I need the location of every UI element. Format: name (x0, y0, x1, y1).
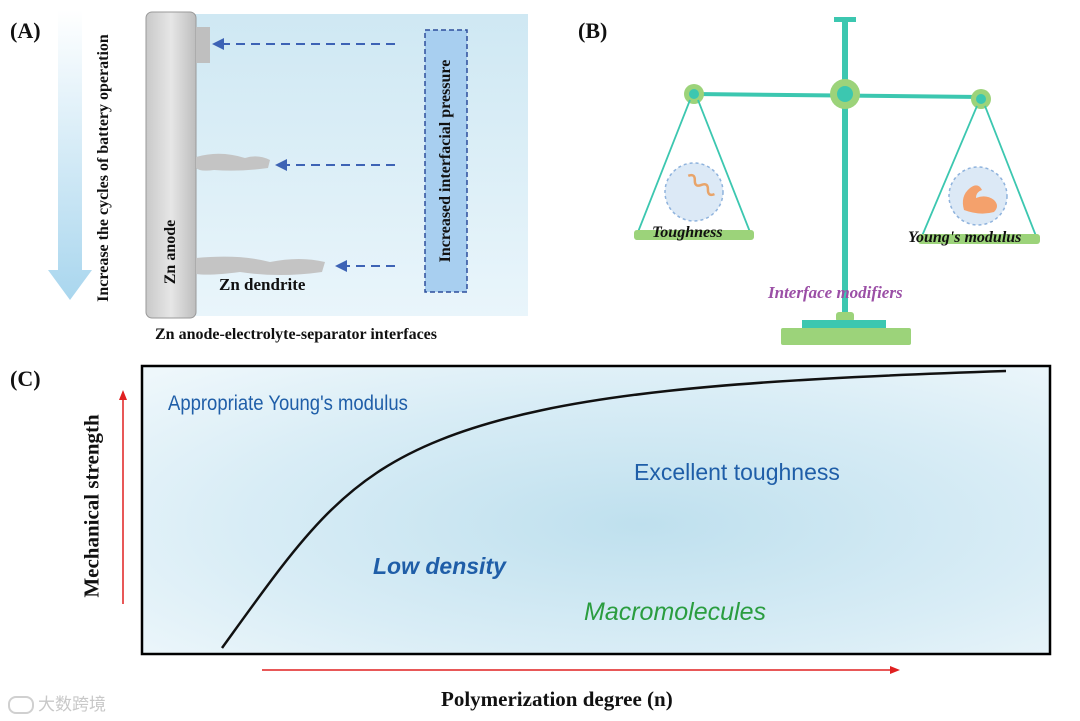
watermark-text: 大数跨境 (38, 695, 106, 715)
interface-modifiers-label: Interface modifiers (768, 283, 903, 302)
dendrite-medium (196, 153, 270, 171)
dendrite-large (196, 256, 325, 275)
dendrite-small (196, 27, 210, 63)
interface-caption: Zn anode-electrolyte-separator interface… (155, 326, 437, 343)
macromolecules-text: Macromolecules (584, 598, 767, 626)
panel-b-label: (B) (578, 18, 608, 43)
excellent-toughness-text: Excellent toughness (634, 459, 840, 485)
watermark-icon (8, 696, 34, 714)
plot-area (140, 364, 1052, 656)
youngs-modulus-label: Young's modulus (908, 229, 1022, 246)
right-pan (918, 234, 1040, 244)
x-axis-arrow (890, 666, 900, 674)
cycle-arrow (48, 10, 92, 300)
y-axis-label: Mechanical strength (79, 414, 104, 598)
zn-dendrite-label: Zn dendrite (219, 275, 306, 294)
left-pan (634, 230, 754, 240)
scale-pole (842, 20, 848, 320)
watermark: 大数跨境 (8, 690, 106, 715)
x-axis-label: Polymerization degree (n) (441, 687, 673, 711)
scale-base (781, 328, 911, 345)
appropriate-youngs-text: Appropriate Young's modulus (168, 392, 408, 415)
low-density-text: Low density (373, 553, 506, 579)
panel-c-label: (C) (10, 366, 41, 391)
strength-curve (220, 369, 1007, 649)
toughness-label: Toughness (652, 224, 723, 241)
y-axis-arrow (119, 390, 127, 400)
toughness-icon (664, 162, 724, 222)
panel-a-label: (A) (10, 18, 41, 43)
pressure-box (424, 29, 468, 293)
